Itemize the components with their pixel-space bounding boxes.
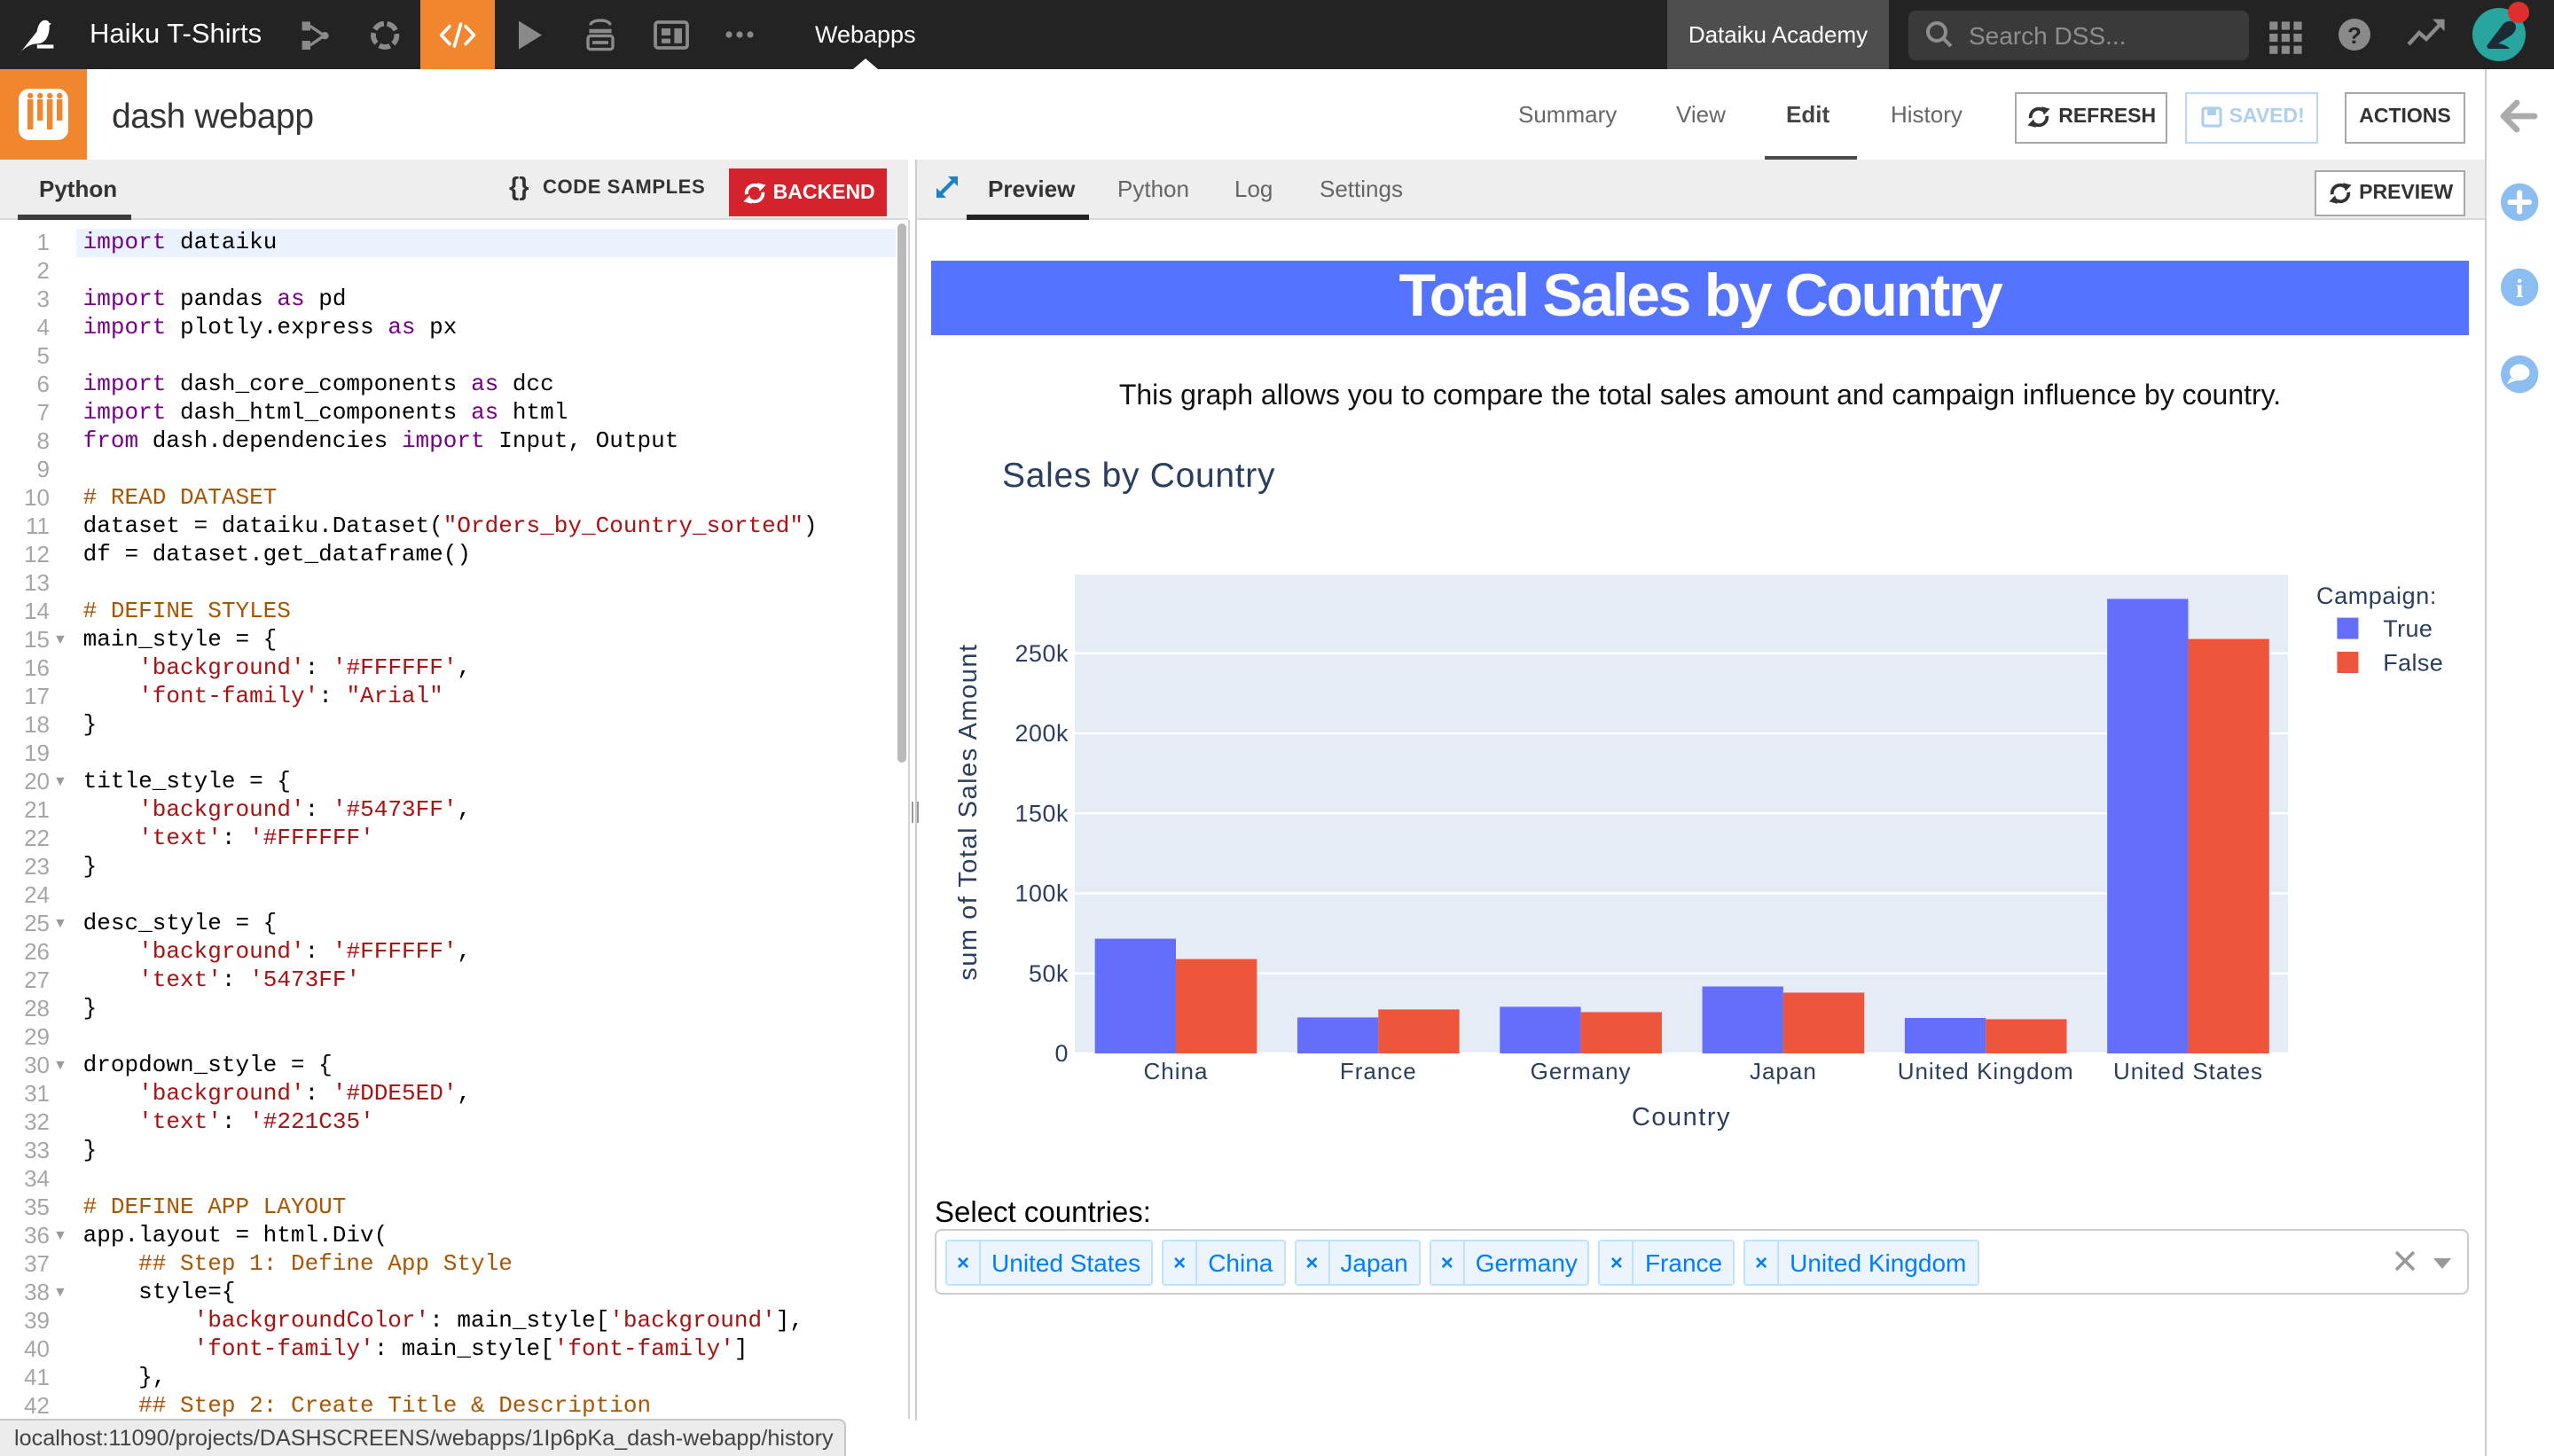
svg-text:United Kingdom: United Kingdom xyxy=(1898,1058,2074,1084)
svg-text:250k: 250k xyxy=(1015,640,1069,667)
svg-text:Japan: Japan xyxy=(1750,1058,1817,1084)
svg-text:False: False xyxy=(2383,649,2443,676)
svg-text:0: 0 xyxy=(1054,1040,1069,1067)
svg-text:Country: Country xyxy=(1632,1103,1731,1131)
svg-text:100k: 100k xyxy=(1015,881,1069,907)
svg-text:Sales by Country: Sales by Country xyxy=(1002,457,1275,495)
svg-text:i: i xyxy=(2516,274,2523,303)
svg-text:150k: 150k xyxy=(1015,800,1069,826)
svg-text:France: France xyxy=(1340,1058,1417,1084)
svg-text:Campaign:: Campaign: xyxy=(2316,583,2437,609)
svg-text:sum of Total Sales Amount: sum of Total Sales Amount xyxy=(954,643,983,980)
svg-text:True: True xyxy=(2383,615,2433,642)
svg-text:China: China xyxy=(1144,1058,1209,1084)
svg-text:United States: United States xyxy=(2113,1058,2263,1084)
svg-text:50k: 50k xyxy=(1029,960,1069,987)
svg-text:200k: 200k xyxy=(1015,720,1069,747)
svg-text:?: ? xyxy=(2347,22,2362,49)
svg-text:Germany: Germany xyxy=(1531,1058,1632,1084)
